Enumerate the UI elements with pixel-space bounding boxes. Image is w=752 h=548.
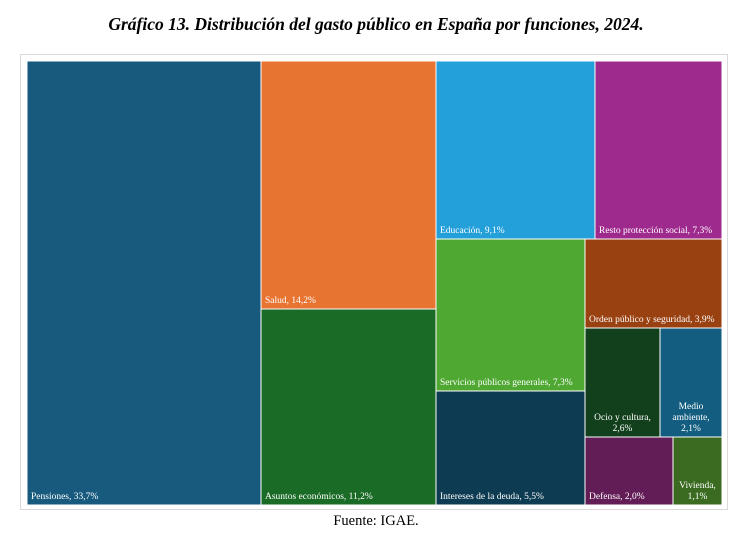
chart-title: Gráfico 13. Distribución del gasto públi… (108, 14, 644, 34)
treemap-tile-medio (659, 327, 723, 438)
treemap-label-intereses: Intereses de la deuda, 5,5% (440, 492, 544, 502)
treemap-tile-pensiones (26, 60, 262, 506)
treemap-label-medio-line-1: Medio (679, 402, 704, 412)
treemap-label-ocio-line-1: Ocio y cultura, (594, 413, 651, 423)
treemap-label-educacion: Educación, 9,1% (440, 226, 505, 236)
treemap-label-medio-line-2: ambiente, (672, 413, 709, 423)
treemap-label-asuntos: Asuntos económicos, 11,2% (265, 492, 373, 502)
treemap-tile-asuntos (260, 308, 437, 506)
treemap-label-pensiones: Pensiones, 33,7% (31, 492, 98, 502)
treemap-tile-resto (594, 60, 723, 240)
treemap-tile-salud (260, 60, 437, 310)
treemap-label-ocio-line-2: 2,6% (613, 424, 633, 434)
treemap-label-medio-line-3: 2,1% (681, 424, 701, 434)
source-note: Fuente: IGAE. (333, 513, 419, 529)
treemap-tile-educacion (435, 60, 596, 240)
treemap-label-salud: Salud, 14,2% (265, 296, 316, 306)
treemap-tile-vivienda (672, 436, 723, 506)
treemap-label-orden: Orden público y seguridad, 3,9% (589, 315, 715, 325)
treemap-label-defensa: Defensa, 2,0% (589, 491, 645, 502)
treemap-tile-defensa (584, 436, 674, 506)
treemap-tile-servicios (435, 238, 586, 392)
treemap-tile-intereses (435, 390, 586, 506)
treemap-label-resto: Resto protección social, 7,3% (599, 226, 712, 236)
treemap-label-vivienda-line-2: 1,1% (688, 492, 708, 502)
treemap-label-vivienda-line-1: Vivienda, (679, 481, 716, 491)
treemap-label-servicios: Servicios públicos generales, 7,3% (440, 378, 573, 388)
